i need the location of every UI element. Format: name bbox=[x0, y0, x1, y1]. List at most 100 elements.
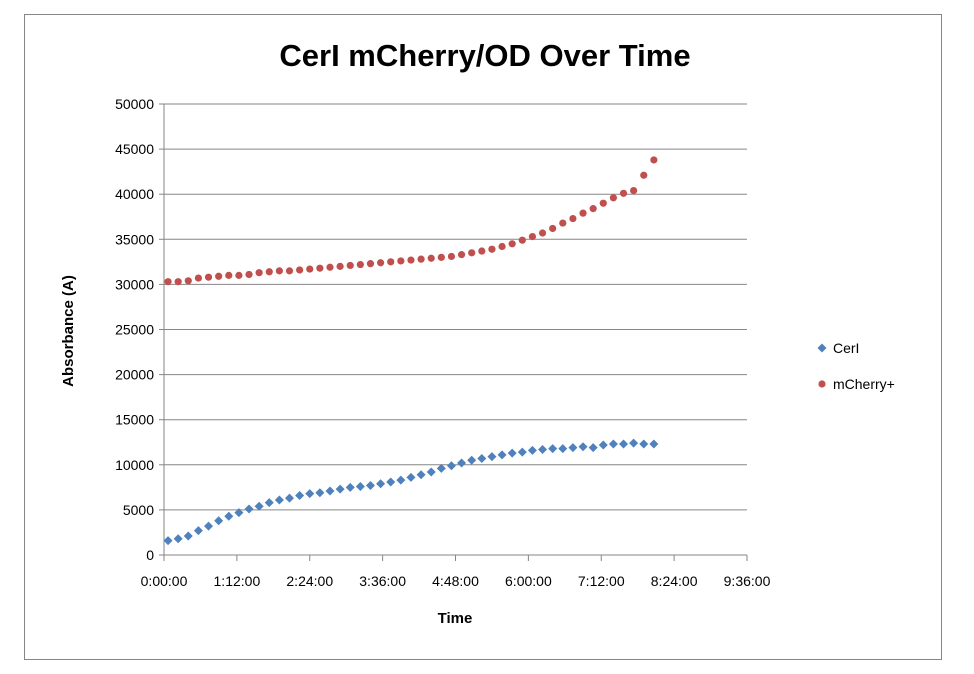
y-tick-label: 40000 bbox=[115, 186, 154, 202]
data-point bbox=[649, 439, 659, 449]
data-point bbox=[497, 450, 507, 460]
data-point bbox=[346, 261, 354, 270]
data-point bbox=[204, 273, 213, 281]
data-point bbox=[193, 526, 203, 536]
data-point bbox=[377, 259, 385, 267]
data-point bbox=[173, 534, 183, 544]
x-tick-label: 8:24:00 bbox=[651, 573, 698, 589]
data-point bbox=[326, 263, 334, 271]
data-point bbox=[558, 444, 568, 454]
chart-area: CerI mCherry/OD Over Time 0 5000 10000 1500… bbox=[24, 14, 942, 660]
data-point bbox=[549, 224, 557, 233]
data-point bbox=[407, 256, 415, 264]
y-tick-label: 30000 bbox=[115, 276, 154, 292]
x-tick-label: 9:36:00 bbox=[724, 573, 771, 589]
data-point bbox=[538, 444, 548, 454]
data-point bbox=[184, 277, 192, 285]
data-point bbox=[355, 481, 365, 491]
data-point bbox=[325, 486, 335, 496]
data-point bbox=[468, 249, 476, 257]
x-tick-label: 1:12:00 bbox=[214, 573, 261, 589]
y-tick-label: 25000 bbox=[115, 322, 154, 338]
data-point bbox=[426, 467, 436, 477]
data-point bbox=[295, 490, 305, 500]
data-point bbox=[194, 274, 203, 282]
x-tick-label: 7:12:00 bbox=[578, 573, 625, 589]
chart-svg: CerI mCherry/OD Over Time 0 5000 10000 1500… bbox=[60, 38, 895, 627]
data-point bbox=[427, 254, 435, 262]
data-point bbox=[245, 270, 253, 279]
data-point bbox=[589, 205, 597, 213]
data-point bbox=[518, 236, 526, 244]
chart-title: CerI mCherry/OD Over Time bbox=[279, 38, 690, 73]
data-point bbox=[619, 189, 628, 197]
data-point bbox=[528, 232, 537, 241]
data-point bbox=[225, 271, 233, 279]
data-point bbox=[508, 240, 516, 248]
data-point bbox=[619, 439, 629, 449]
data-point bbox=[467, 455, 477, 465]
data-point bbox=[285, 267, 294, 275]
y-tick-label: 15000 bbox=[115, 412, 154, 428]
data-point bbox=[306, 265, 314, 273]
data-point bbox=[599, 199, 607, 207]
y-tick-label: 50000 bbox=[115, 96, 154, 112]
data-point bbox=[387, 258, 395, 266]
data-point bbox=[406, 472, 416, 482]
data-point bbox=[275, 267, 283, 275]
x-axis-label: Time bbox=[438, 610, 473, 627]
data-point bbox=[416, 470, 426, 480]
data-point bbox=[265, 268, 273, 276]
data-point bbox=[234, 508, 244, 518]
data-point bbox=[366, 260, 375, 268]
data-point bbox=[376, 479, 386, 489]
data-point bbox=[204, 521, 214, 531]
data-point bbox=[417, 255, 425, 263]
data-point bbox=[285, 493, 295, 503]
data-point bbox=[498, 242, 506, 251]
data-point bbox=[235, 271, 243, 279]
data-point bbox=[568, 443, 578, 453]
data-point bbox=[609, 194, 617, 202]
y-tick-label: 10000 bbox=[115, 457, 154, 473]
data-point bbox=[517, 447, 527, 457]
y-tick-label: 5000 bbox=[123, 502, 154, 518]
data-point bbox=[650, 156, 658, 164]
y-tick-label: 0 bbox=[146, 547, 154, 563]
data-point bbox=[163, 536, 173, 546]
data-point bbox=[629, 438, 639, 448]
data-point bbox=[446, 461, 456, 471]
data-point bbox=[255, 269, 263, 277]
x-tick-label: 6:00:00 bbox=[505, 573, 552, 589]
data-point bbox=[436, 463, 446, 473]
y-axis-label: Absorbance (A) bbox=[60, 275, 77, 387]
data-point bbox=[264, 498, 274, 508]
data-point bbox=[164, 278, 172, 286]
data-point bbox=[639, 439, 649, 449]
data-point bbox=[457, 458, 467, 468]
y-tick-label: 35000 bbox=[115, 231, 154, 247]
data-point bbox=[296, 266, 304, 274]
legend-label: CerI bbox=[833, 340, 859, 356]
x-tick-label: 2:24:00 bbox=[286, 573, 333, 589]
data-point bbox=[457, 251, 466, 259]
data-point bbox=[477, 453, 487, 463]
data-point bbox=[507, 448, 517, 458]
x-tick-label: 3:36:00 bbox=[359, 573, 406, 589]
x-tick-label: 0:00:00 bbox=[141, 573, 188, 589]
legend-marker bbox=[817, 343, 827, 353]
data-point bbox=[356, 260, 364, 269]
data-point bbox=[447, 252, 456, 261]
data-point bbox=[578, 442, 588, 452]
data-point bbox=[214, 516, 224, 526]
data-point bbox=[345, 482, 355, 492]
data-point bbox=[478, 247, 486, 255]
legend-marker bbox=[818, 380, 826, 388]
legend: CerI mCherry+ bbox=[817, 340, 895, 392]
data-point bbox=[315, 488, 325, 498]
data-point bbox=[396, 475, 406, 485]
data-point bbox=[630, 186, 638, 195]
data-point bbox=[559, 219, 567, 227]
data-point bbox=[527, 445, 537, 455]
y-tick-label: 20000 bbox=[115, 367, 154, 383]
